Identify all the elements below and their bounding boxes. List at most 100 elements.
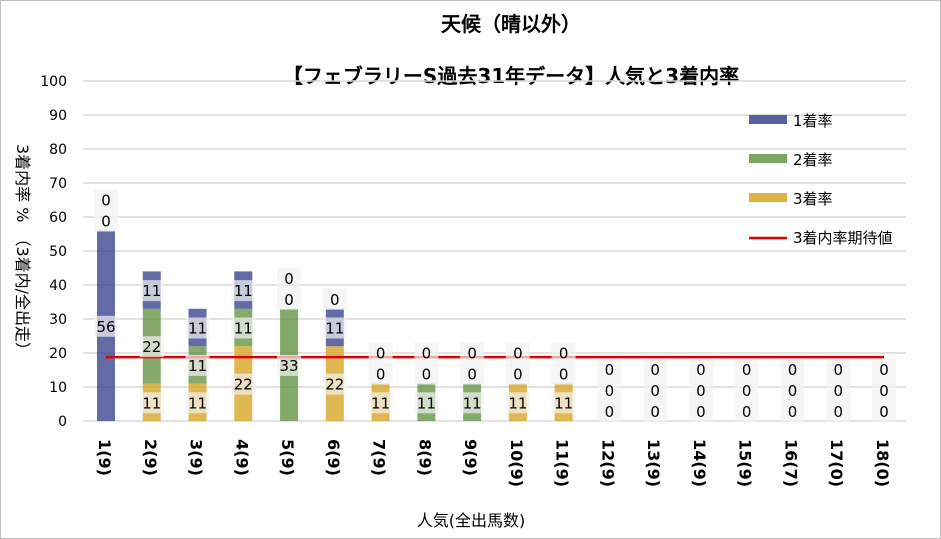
- data-label-bg: [597, 401, 622, 422]
- data-label: 0: [742, 403, 752, 421]
- x-axis-label: 人気(全出馬数): [417, 511, 526, 530]
- data-label-bg: [322, 373, 347, 395]
- data-label: 0: [833, 361, 843, 379]
- data-label-bg: [368, 392, 393, 414]
- data-label: 0: [467, 366, 477, 384]
- x-tick-label: 2(9): [141, 439, 160, 476]
- legend-swatch: [749, 193, 787, 202]
- x-tick-label: 1(9): [95, 439, 114, 476]
- x-tick-label: 15(9): [736, 439, 755, 487]
- y-tick-label: 70: [49, 176, 67, 192]
- data-label: 0: [513, 345, 523, 363]
- data-label: 0: [696, 361, 706, 379]
- data-label: 33: [280, 357, 299, 375]
- data-label: 11: [371, 394, 390, 412]
- y-tick-label: 50: [49, 244, 67, 260]
- data-label: 0: [833, 403, 843, 421]
- y-tick-label: 0: [58, 414, 67, 430]
- chart-subtitle: 【フェブラリーS過去31年データ】人気と3着内率: [283, 64, 739, 88]
- data-label-bg: [826, 380, 851, 401]
- data-label: 0: [376, 345, 386, 363]
- data-label: 0: [742, 382, 752, 400]
- data-label-bg: [643, 401, 668, 422]
- data-label-bg: [872, 359, 896, 380]
- data-label: 0: [879, 361, 889, 379]
- data-label: 11: [417, 394, 436, 412]
- data-label-bg: [551, 342, 576, 364]
- data-label-bg: [643, 359, 668, 380]
- data-label: 0: [284, 270, 294, 288]
- data-label-bg: [94, 189, 118, 211]
- data-label: 11: [188, 320, 207, 338]
- y-tick-label: 60: [49, 210, 67, 226]
- x-tick-label: 14(9): [690, 439, 709, 487]
- data-label-bg: [277, 354, 302, 376]
- data-label: 11: [188, 394, 207, 412]
- data-label: 11: [188, 357, 207, 375]
- data-label: 0: [605, 361, 615, 379]
- x-tick-label: 13(9): [644, 439, 663, 487]
- data-label: 0: [650, 403, 660, 421]
- data-label-bg: [139, 336, 164, 358]
- data-label-bg: [231, 280, 256, 302]
- data-label-bg: [231, 373, 256, 395]
- data-label-bg: [185, 317, 210, 339]
- data-label-bg: [734, 401, 759, 422]
- x-tick-label: 16(7): [781, 439, 800, 487]
- data-label: 0: [788, 361, 798, 379]
- y-tick-label: 80: [49, 142, 67, 158]
- data-label-bg: [872, 401, 896, 422]
- y-tick-label: 20: [49, 346, 67, 362]
- data-label-bg: [460, 342, 485, 364]
- data-label: 11: [463, 394, 482, 412]
- x-tick-label: 5(9): [278, 439, 297, 476]
- x-tick-label: 18(0): [873, 439, 892, 487]
- data-label-bg: [734, 359, 759, 380]
- data-label-bg: [551, 392, 576, 414]
- data-label-bg: [322, 317, 347, 339]
- data-label: 11: [142, 282, 161, 300]
- data-label: 0: [650, 361, 660, 379]
- data-label-bg: [872, 380, 896, 401]
- data-label-bg: [734, 380, 759, 401]
- y-tick-label: 90: [49, 108, 67, 124]
- x-tick-label: 4(9): [232, 439, 251, 476]
- data-label: 0: [284, 291, 294, 309]
- data-label: 11: [234, 320, 253, 338]
- data-label-bg: [94, 210, 118, 232]
- x-tick-label: 8(9): [415, 439, 434, 476]
- legend-swatch: [749, 115, 787, 124]
- data-label: 0: [330, 291, 340, 309]
- x-tick-label: 17(0): [827, 439, 846, 487]
- data-label-bg: [643, 380, 668, 401]
- data-label-bg: [368, 363, 393, 385]
- data-label: 0: [788, 382, 798, 400]
- chart-title: 天候（晴以外）: [441, 12, 581, 36]
- data-label: 11: [508, 394, 527, 412]
- data-label: 22: [325, 376, 344, 394]
- data-label: 0: [101, 213, 111, 231]
- data-label-bg: [414, 392, 439, 414]
- data-label: 22: [234, 376, 253, 394]
- data-label: 22: [142, 338, 161, 356]
- data-label: 0: [101, 192, 111, 210]
- data-label-bg: [688, 401, 713, 422]
- data-label-bg: [597, 380, 622, 401]
- x-tick-label: 10(9): [507, 439, 526, 487]
- data-label-bg: [231, 317, 256, 339]
- y-tick-label: 30: [49, 312, 67, 328]
- data-label: 11: [325, 320, 344, 338]
- data-label-bg: [185, 392, 210, 414]
- legend-label: 1着率: [793, 112, 833, 130]
- data-label: 0: [696, 382, 706, 400]
- data-label-bg: [414, 363, 439, 385]
- data-label: 0: [788, 403, 798, 421]
- legend-label: 2着率: [793, 151, 833, 169]
- data-label-bg: [826, 359, 851, 380]
- legend-swatch: [749, 154, 787, 163]
- data-label: 0: [605, 382, 615, 400]
- data-label: 0: [650, 382, 660, 400]
- data-label-bg: [460, 363, 485, 385]
- data-label: 0: [879, 403, 889, 421]
